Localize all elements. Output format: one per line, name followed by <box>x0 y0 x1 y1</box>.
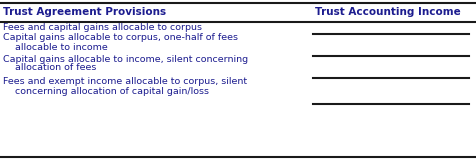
Text: Capital gains allocable to corpus, one-half of fees: Capital gains allocable to corpus, one-h… <box>3 34 238 42</box>
Text: Capital gains allocable to income, silent concerning: Capital gains allocable to income, silen… <box>3 55 248 63</box>
Text: allocation of fees: allocation of fees <box>3 63 96 73</box>
Text: Fees and exempt income allocable to corpus, silent: Fees and exempt income allocable to corp… <box>3 77 247 86</box>
Text: Trust Accounting Income: Trust Accounting Income <box>315 7 461 17</box>
Text: Trust Agreement Provisions: Trust Agreement Provisions <box>3 7 166 17</box>
Text: Fees and capital gains allocable to corpus: Fees and capital gains allocable to corp… <box>3 24 202 32</box>
Text: allocable to income: allocable to income <box>3 42 108 52</box>
Text: concerning allocation of capital gain/loss: concerning allocation of capital gain/lo… <box>3 86 209 96</box>
